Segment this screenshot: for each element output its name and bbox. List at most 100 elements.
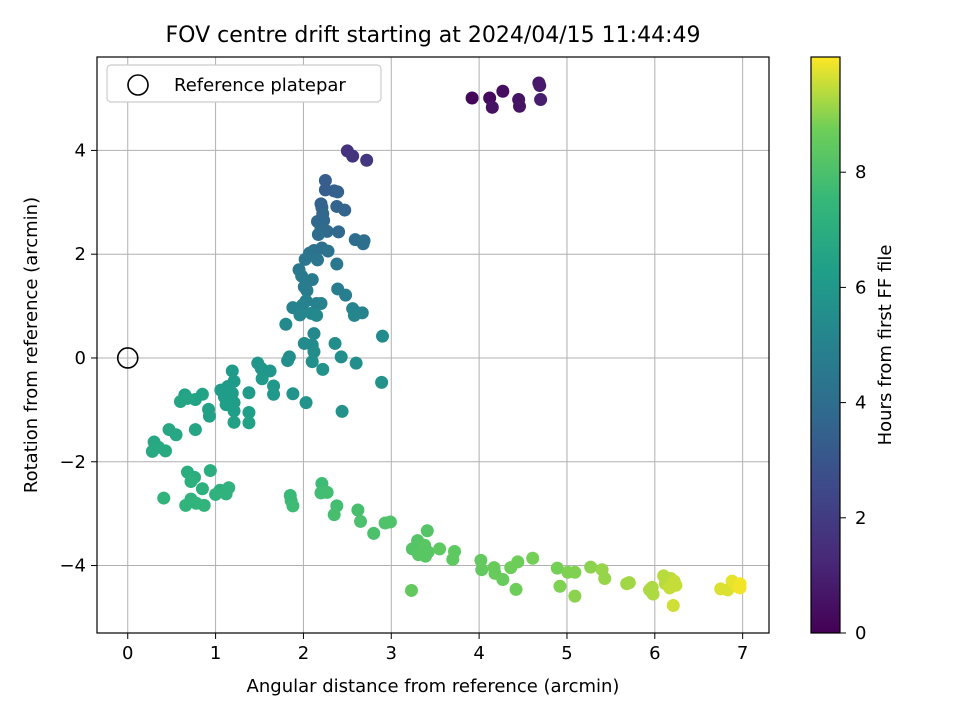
data-point <box>279 317 293 331</box>
data-point <box>360 153 374 167</box>
legend-marker-icon <box>127 74 149 96</box>
x-axis-label: Angular distance from reference (arcmin) <box>247 676 620 697</box>
colorbar-tick-label: 6 <box>855 277 866 298</box>
data-point <box>305 355 319 369</box>
data-point <box>347 308 361 322</box>
x-tick-label: 7 <box>737 643 748 664</box>
data-point <box>446 552 460 566</box>
data-point <box>180 391 194 405</box>
data-point <box>327 508 341 522</box>
colorbar-tick-label: 0 <box>855 623 866 644</box>
x-tick-label: 2 <box>298 643 309 664</box>
colorbar-tick-label: 4 <box>855 393 866 414</box>
colorbar-tick-label: 8 <box>855 162 866 183</box>
data-point <box>332 225 346 239</box>
data-point <box>299 396 313 410</box>
data-point <box>404 583 418 597</box>
data-point <box>328 336 342 350</box>
data-point <box>645 580 659 594</box>
data-point <box>293 308 307 322</box>
data-point <box>334 350 348 364</box>
data-point <box>209 487 223 501</box>
y-tick-label: −4 <box>59 556 86 577</box>
data-point <box>733 577 747 591</box>
y-axis-label: Rotation from reference (arcmin) <box>21 197 42 493</box>
data-point <box>383 515 397 529</box>
data-point <box>195 482 209 496</box>
x-tick-label: 3 <box>386 643 397 664</box>
data-point <box>375 375 389 389</box>
colorbar-gradient <box>810 56 841 634</box>
data-point <box>375 329 389 343</box>
data-point <box>281 354 295 368</box>
data-point <box>474 553 488 567</box>
x-tick-label: 0 <box>122 643 133 664</box>
data-point <box>267 387 281 401</box>
data-point <box>197 498 211 512</box>
data-point <box>584 560 598 574</box>
colorbar-ticks: 0 2 4 6 8 <box>840 162 866 644</box>
data-point <box>568 589 582 603</box>
colorbar-tick-label: 2 <box>855 508 866 529</box>
chart-title: FOV centre drift starting at 2024/04/15 … <box>166 23 701 48</box>
data-point <box>349 356 363 370</box>
x-tick-label: 5 <box>561 643 572 664</box>
colorbar: 0 2 4 6 8 Hours from first FF file <box>810 56 896 644</box>
data-point <box>669 578 683 592</box>
data-point <box>320 485 334 499</box>
data-point <box>496 573 510 587</box>
data-point <box>568 565 582 579</box>
data-point <box>550 561 564 575</box>
data-point <box>307 345 321 359</box>
data-point <box>286 387 300 401</box>
data-point <box>354 514 368 528</box>
data-point <box>367 526 381 540</box>
y-tick-label: 0 <box>75 348 86 369</box>
y-axis-ticks: −4 −2 0 2 4 <box>59 140 97 577</box>
data-point <box>534 93 548 107</box>
y-tick-label: 2 <box>75 244 86 265</box>
data-point <box>335 404 349 418</box>
data-point <box>227 415 241 429</box>
reference-point-icon <box>116 347 139 369</box>
data-point <box>526 551 540 565</box>
data-point <box>184 474 198 488</box>
legend-entry: Reference platepar <box>174 75 346 96</box>
data-point <box>511 555 525 569</box>
data-point <box>255 372 269 386</box>
legend: Reference platepar <box>106 64 382 103</box>
plot-frame <box>96 56 770 634</box>
data-point <box>475 563 489 577</box>
data-point <box>179 498 193 512</box>
data-point <box>307 327 321 341</box>
data-point <box>202 409 216 423</box>
y-tick-label: −2 <box>59 452 86 473</box>
x-tick-label: 1 <box>210 643 221 664</box>
data-point <box>496 84 510 98</box>
data-point <box>310 308 324 322</box>
data-point <box>219 487 233 501</box>
data-point <box>553 579 567 593</box>
data-point <box>227 404 241 418</box>
data-point <box>242 416 256 430</box>
data-point <box>509 582 523 596</box>
data-point <box>298 252 312 266</box>
y-tick-label: 4 <box>75 140 86 161</box>
data-point <box>286 499 300 513</box>
data-point <box>533 79 547 93</box>
data-point <box>622 576 636 590</box>
data-points <box>145 76 747 612</box>
data-point <box>316 362 330 376</box>
data-point <box>351 503 365 517</box>
data-point <box>339 288 353 302</box>
data-point <box>314 296 328 310</box>
data-point <box>321 244 335 258</box>
data-point <box>331 185 345 199</box>
data-point <box>157 491 171 505</box>
data-point <box>203 464 217 478</box>
reference-marker <box>116 347 139 369</box>
data-point <box>300 284 314 298</box>
data-point <box>465 91 479 105</box>
